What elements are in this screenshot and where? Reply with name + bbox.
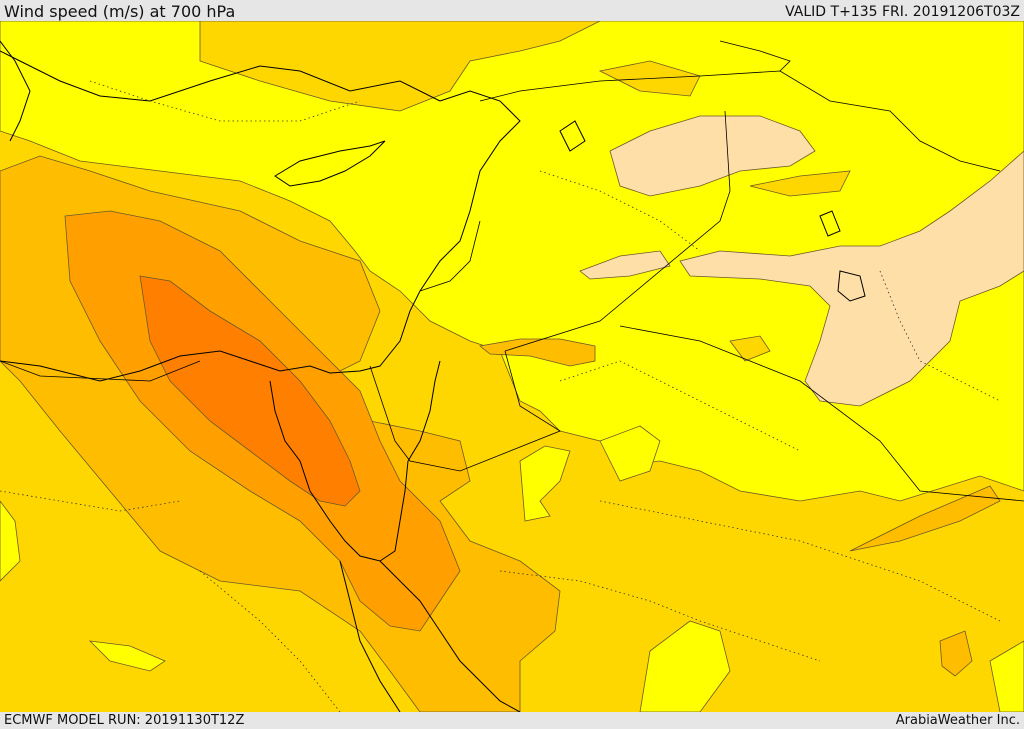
map-title: Wind speed (m/s) at 700 hPa <box>4 2 236 21</box>
band-high-mid <box>479 338 596 367</box>
valid-time: VALID T+135 FRI. 20191206T03Z <box>785 4 1020 20</box>
band-high-east <box>849 485 1001 552</box>
credit-label: ArabiaWeather Inc. <box>895 713 1020 728</box>
map-footer: ECMWF MODEL RUN: 20191130T12Z ArabiaWeat… <box>0 712 1024 729</box>
map-header: Wind speed (m/s) at 700 hPa VALID T+135 … <box>0 0 1024 21</box>
band-lowest-west <box>579 250 671 280</box>
band-low-hole-6 <box>88 640 166 672</box>
band-low-hole-4 <box>639 620 731 712</box>
band-lowest-north <box>609 115 816 197</box>
band-max <box>139 275 361 507</box>
band-lowest-east <box>679 150 1024 407</box>
admin-lines <box>0 80 1001 712</box>
country-borders <box>0 40 1024 502</box>
band-mid-patch-2 <box>729 335 771 362</box>
coastlines <box>0 40 866 712</box>
band-high-east-small <box>939 630 973 677</box>
band-mid-north <box>199 21 601 112</box>
model-run-label: ECMWF MODEL RUN: 20191130T12Z <box>4 713 245 728</box>
band-low-hole-2 <box>599 425 661 482</box>
wind-speed-map[interactable] <box>0 21 1024 712</box>
band-low-hole-1 <box>519 445 571 522</box>
band-low-hole-3 <box>0 500 21 582</box>
map-canvas <box>0 21 1024 712</box>
band-low-hole-5 <box>989 640 1024 712</box>
band-mid-patch-1 <box>749 170 851 197</box>
